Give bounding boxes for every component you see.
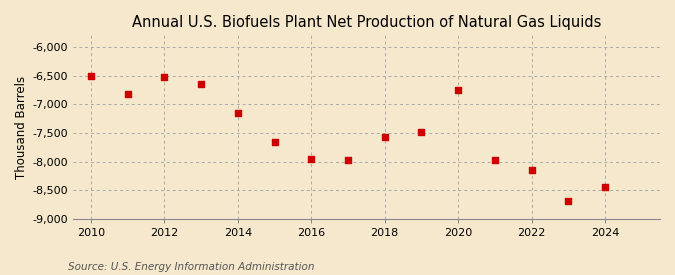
Point (122, 92, 133, 96)
Point (526, 168, 537, 172)
Point (563, 198, 574, 203)
Point (416, 130, 427, 134)
Point (343, 158, 354, 163)
Point (489, 158, 500, 163)
Text: Source: U.S. Energy Information Administration: Source: U.S. Energy Information Administ… (68, 262, 314, 272)
Point (599, 185, 610, 189)
Point (306, 156, 317, 161)
Point (453, 88, 464, 93)
Y-axis label: Thousand Barrels: Thousand Barrels (15, 76, 28, 179)
Point (86, 73, 97, 78)
Point (159, 75, 170, 79)
Point (379, 135, 390, 140)
Point (269, 140, 280, 144)
Title: Annual U.S. Biofuels Plant Net Production of Natural Gas Liquids: Annual U.S. Biofuels Plant Net Productio… (132, 15, 601, 30)
Point (232, 111, 243, 115)
Point (196, 81, 207, 86)
